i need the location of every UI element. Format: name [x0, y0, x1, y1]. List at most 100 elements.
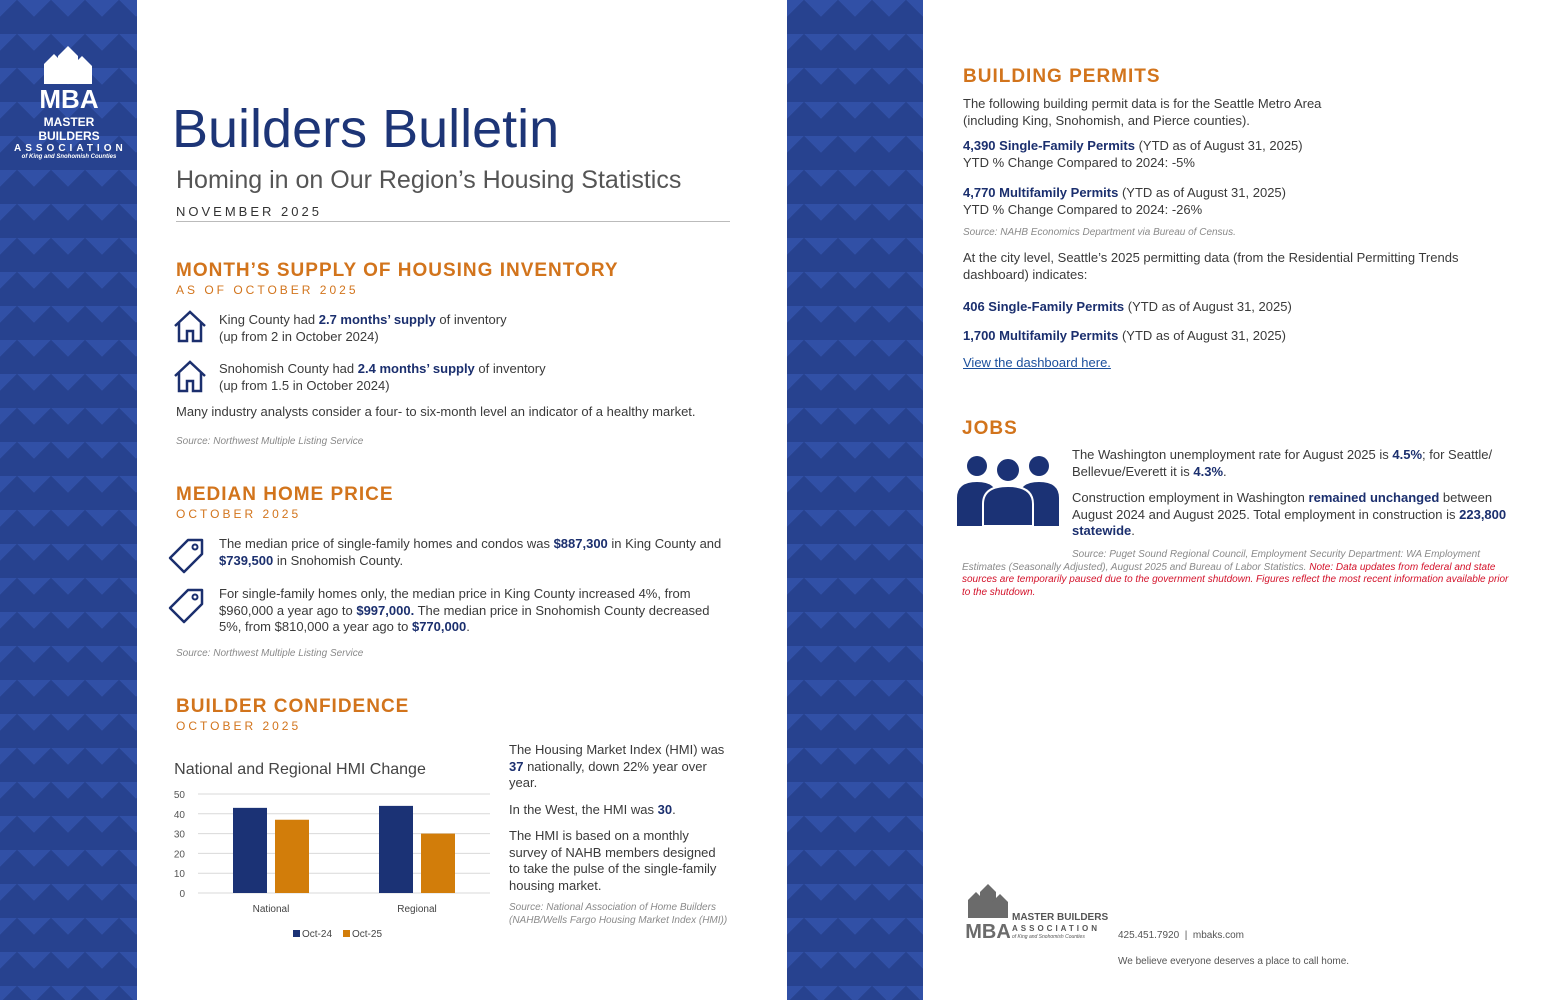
text-segment: Construction employment in Washington [1072, 490, 1309, 505]
inventory-source: Source: Northwest Multiple Listing Servi… [176, 436, 364, 447]
emphasis-text: 30 [657, 801, 673, 817]
inventory-snohomish: Snohomish County had 2.4 months’ supply … [219, 361, 546, 394]
text-segment: In the West, the HMI was [509, 801, 658, 817]
house-icon [174, 310, 206, 343]
svg-text:MBA: MBA [39, 84, 98, 110]
house-icon [174, 360, 206, 393]
footer-contact: 425.451.7920 | mbaks.com [1118, 930, 1245, 941]
y-tick-label: 40 [174, 810, 186, 821]
median-combined: The median price of single-family homes … [219, 536, 722, 569]
jobs-source: Source: Puget Sound Regional Council, Em… [962, 549, 1512, 599]
legend-swatch [343, 930, 350, 937]
text-segment: . [1131, 523, 1135, 538]
bar-oct-24-national [233, 807, 267, 893]
text-segment: ; for Seattle/ Bellevue/Everett it is [1072, 447, 1493, 479]
confidence-source: Source: National Association of Home Bui… [509, 902, 728, 926]
emphasis-text: 406 Single-Family Permits [963, 299, 1125, 314]
text-segment: Source: Puget Sound Regional Council, Em… [962, 549, 1480, 573]
shutdown-note: Note: Data updates from federal and stat… [962, 561, 1509, 598]
permits-city-intro: At the city level, Seattle’s 2025 permit… [963, 250, 1459, 282]
bar-oct-25-regional [421, 833, 455, 893]
dashboard-link[interactable]: View the dashboard here. [963, 355, 1111, 370]
x-tick-label: National [253, 904, 290, 915]
text-segment: in King County and [607, 536, 722, 551]
center-decorative-stripe [787, 0, 923, 1000]
text-segment: in Snohomish County. [273, 552, 404, 568]
text-segment: For single-family homes only, the median… [219, 586, 691, 618]
y-tick-label: 10 [174, 869, 186, 880]
inventory-king: King County had 2.7 months’ supply of in… [219, 312, 507, 345]
logo-line1: MASTER BUILDERS [38, 115, 100, 143]
permits-single-family: 4,390 Single-Family Permits (YTD as of A… [963, 138, 1303, 171]
page-subtitle: Homing in on Our Region’s Housing Statis… [176, 166, 682, 194]
text-segment: King County had [219, 312, 319, 327]
jobs-heading: JOBS [962, 418, 1018, 439]
text-segment: (YTD as of August 31, 2025) YTD % Change… [963, 138, 1303, 170]
text-segment: Snohomish County had [219, 361, 358, 376]
emphasis-text: 37 [509, 758, 524, 774]
footer-logo-line1: MASTER BUILDERS [1012, 912, 1109, 923]
y-tick-label: 20 [174, 849, 186, 860]
text-segment: (YTD as of August 31, 2025) YTD % Change… [963, 185, 1286, 217]
people-group-icon [957, 456, 1059, 526]
price-tag-icon [168, 538, 204, 574]
chart-title: National and Regional HMI Change [174, 761, 426, 778]
permits-heading: BUILDING PERMITS [963, 66, 1161, 87]
footer-logo-line2: ASSOCIATION [1012, 924, 1100, 933]
median-subheading: OCTOBER 2025 [176, 507, 302, 521]
mba-logo: MBA MASTER BUILDERS ASSOCIATION of King … [14, 44, 124, 160]
confidence-text: The Housing Market Index (HMI) was 37 na… [509, 742, 729, 927]
svg-text:MBA: MBA [966, 921, 1010, 940]
emphasis-text: $739,500 [219, 552, 274, 568]
median-items: The median price of single-family homes … [168, 536, 722, 660]
footer-logo-line3: of King and Snohomish Counties [1012, 934, 1085, 940]
legend-label: Oct-24 [302, 929, 332, 940]
permits-intro: The following building permit data is fo… [963, 96, 1322, 128]
bar-oct-25-national [275, 819, 309, 893]
jobs-unemployment-para: The Washington unemployment rate for Aug… [1072, 447, 1512, 480]
permits-multifamily: 4,770 Multifamily Permits (YTD as of Aug… [963, 185, 1286, 218]
median-single-family: For single-family homes only, the median… [219, 586, 722, 636]
legend-label: Oct-25 [352, 929, 382, 940]
emphasis-text: 4,390 Single-Family Permits [963, 138, 1135, 153]
confidence-heading: BUILDER CONFIDENCE [176, 696, 410, 717]
logo-line3: of King and Snohomish Counties [21, 154, 117, 160]
median-single-family-row: For single-family homes only, the median… [168, 586, 722, 636]
text-segment: The HMI is based on a monthly survey of … [509, 828, 717, 893]
emphasis-text: remained unchanged [1308, 490, 1440, 505]
emphasis-text: 2.4 months’ supply [357, 361, 475, 376]
inventory-note: Many industry analysts consider a four- … [176, 404, 696, 419]
emphasis-text: 4,770 Multifamily Permits [963, 185, 1119, 200]
price-tag-icon [168, 588, 204, 624]
hmi-about-para: The HMI is based on a monthly survey of … [509, 828, 729, 894]
y-tick-label: 50 [174, 790, 186, 801]
x-tick-label: Regional [397, 904, 436, 915]
footer-logo: MBA MASTER BUILDERS ASSOCIATION of King … [966, 882, 1108, 942]
median-source: Source: Northwest Multiple Listing Servi… [176, 647, 364, 659]
emphasis-text: 223,800 statewide [1072, 506, 1507, 539]
emphasis-text: $997,000. [356, 602, 415, 618]
text-segment: . [1223, 463, 1227, 479]
text-segment: (YTD as of August 31, 2025) [1118, 328, 1286, 343]
text-segment: nationally, down 22% year over year. [509, 758, 707, 791]
hmi-national-para: The Housing Market Index (HMI) was 37 na… [509, 742, 729, 792]
emphasis-text: $770,000 [411, 619, 467, 634]
text-segment: The median price in Snohomish County dec… [219, 602, 710, 635]
median-combined-row: The median price of single-family homes … [168, 536, 722, 574]
text-segment: The median price of single-family homes … [219, 536, 554, 551]
emphasis-text: 4.5% [1392, 447, 1423, 462]
houses-logo-icon: MBA [966, 884, 1010, 940]
footer-tagline: We believe everyone deserves a place to … [1118, 956, 1350, 967]
emphasis-text: 2.7 months’ supply [318, 312, 436, 327]
header-divider [176, 221, 730, 222]
permits-city-single-family: 406 Single-Family Permits (YTD as of Aug… [963, 299, 1292, 316]
text-segment: between August 2024 and August 2025. Tot… [1072, 490, 1493, 522]
text-segment: . [466, 619, 470, 634]
text-segment: of inventory (up from 1.5 in October 202… [219, 361, 546, 393]
bar-oct-24-regional [379, 805, 413, 893]
text-segment: (YTD as of August 31, 2025) [1124, 299, 1292, 314]
text-segment: . [672, 801, 676, 817]
inventory-subheading: AS OF OCTOBER 2025 [176, 283, 359, 297]
houses-logo-icon: MBA [39, 46, 99, 114]
hmi-west-para: In the West, the HMI was 30. [509, 802, 729, 819]
